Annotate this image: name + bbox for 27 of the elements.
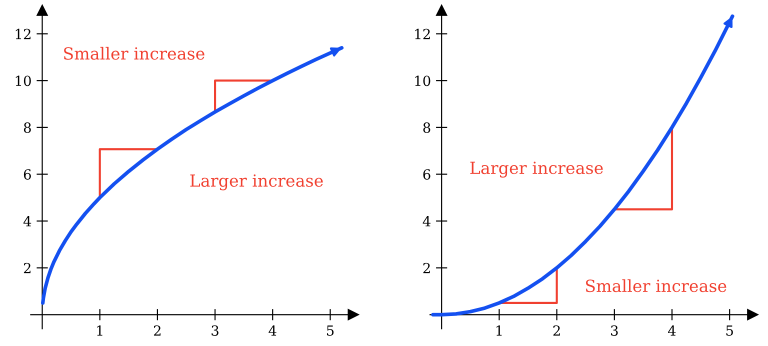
y-tick-label: 6 (423, 169, 430, 180)
x-tick-label: 2 (154, 325, 160, 336)
annotation: Larger increase (190, 174, 323, 190)
y-tick-label: 6 (24, 169, 31, 180)
x-tick-label: 3 (212, 325, 218, 336)
annotation: Smaller increase (64, 46, 204, 60)
x-tick-label: 2 (553, 325, 560, 336)
y-tick-label: 4 (23, 216, 32, 226)
y-tick-label: 8 (24, 122, 31, 133)
y-tick-label: 2 (24, 262, 30, 274)
y-tick-label: 8 (423, 122, 430, 133)
annotation: Larger increase (470, 162, 603, 178)
line-series (431, 14, 734, 316)
x-tick-label: 5 (726, 326, 733, 336)
x-tick-label: 1 (496, 325, 502, 336)
x-tick-label: 3 (611, 325, 618, 336)
y-tick-label: 12 (16, 28, 30, 40)
x-tick-label: 1 (97, 325, 102, 336)
x-tick-label: 4 (268, 325, 276, 336)
y-tick-label: 4 (422, 216, 430, 226)
y-tick-label: 12 (415, 28, 430, 40)
y-tick-label: 2 (423, 262, 430, 274)
y-tick-label: 10 (16, 76, 31, 86)
x-tick-label: 4 (668, 325, 676, 336)
annotation: Smaller increase (586, 279, 726, 292)
y-tick-label: 10 (415, 76, 430, 86)
x-tick-label: 5 (327, 326, 334, 336)
